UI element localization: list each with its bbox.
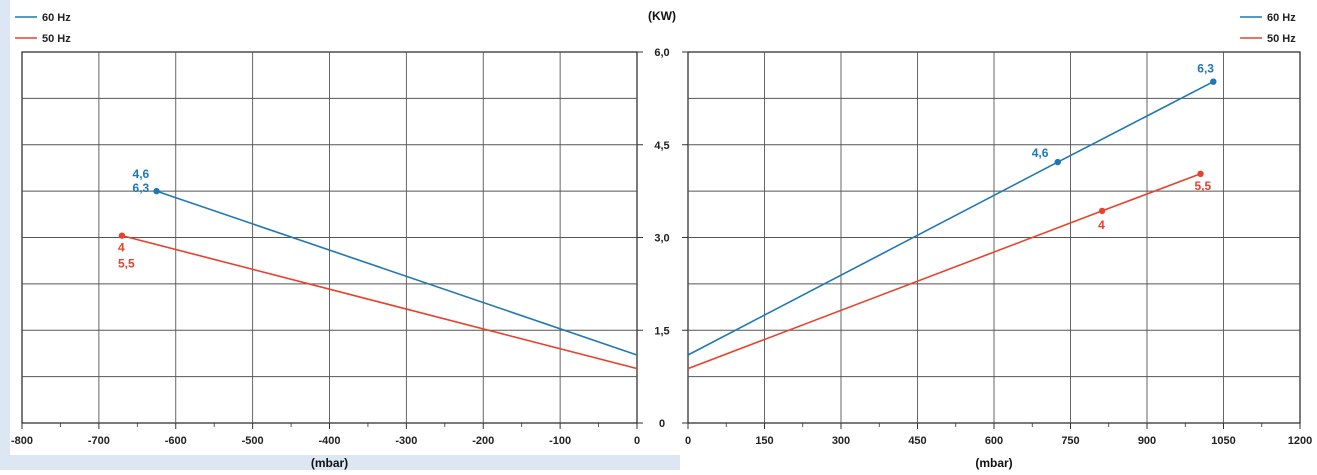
legend-label: 60 Hz xyxy=(1267,12,1296,24)
series-line-50hz-left xyxy=(121,234,638,370)
data-label: 6,3 xyxy=(1197,62,1214,76)
x-tick-label: -300 xyxy=(395,435,417,447)
x-tick-label: 450 xyxy=(908,435,926,447)
plot-background-right xyxy=(681,0,1317,455)
data-point xyxy=(1098,207,1106,215)
y-tick-label: 3,0 xyxy=(654,233,669,245)
legend-label: 60 Hz xyxy=(42,12,71,24)
data-label: 4,6 xyxy=(1032,146,1049,160)
x-tick-label: -100 xyxy=(549,435,571,447)
data-point xyxy=(1054,158,1061,166)
x-tick-label: 750 xyxy=(1061,435,1079,447)
x-tick-label: -400 xyxy=(318,435,340,447)
data-label: 4,6 xyxy=(133,167,150,181)
data-label: 4 xyxy=(1098,218,1105,232)
data-label: 6,3 xyxy=(133,181,150,195)
x-tick-label: 0 xyxy=(685,435,691,447)
x-tick-label: 1050 xyxy=(1211,435,1235,447)
legend-label: 50 Hz xyxy=(1267,33,1296,45)
x-tick-label: 150 xyxy=(755,435,773,447)
y-tick-label: 4,5 xyxy=(654,140,669,152)
data-label: 4 xyxy=(118,241,125,255)
x-tick-label: -200 xyxy=(472,435,494,447)
x-tick-label: -600 xyxy=(165,435,187,447)
data-point xyxy=(153,187,160,195)
plot-background-left xyxy=(10,0,680,455)
data-point xyxy=(1210,78,1217,85)
x-tick-label: 900 xyxy=(1138,435,1156,447)
x-tick-label: -500 xyxy=(242,435,264,447)
frame-band-edge xyxy=(0,0,10,470)
x-tick-label: -700 xyxy=(88,435,110,447)
x-tick-label: 600 xyxy=(985,435,1003,447)
y-tick-label: 0 xyxy=(659,418,665,430)
legend-label: 50 Hz xyxy=(42,33,71,45)
data-label: 5,5 xyxy=(118,257,135,271)
x-tick-label: -800 xyxy=(11,435,33,447)
x-tick-label: 1200 xyxy=(1288,435,1312,447)
data-point xyxy=(1197,170,1204,178)
x-tick-label: 300 xyxy=(832,435,850,447)
x-axis-label: (mbar) xyxy=(311,456,348,470)
y-tick-label: 6,0 xyxy=(654,47,669,59)
x-tick-label: 0 xyxy=(634,435,640,447)
data-point xyxy=(118,232,126,239)
y-tick-label: 1,5 xyxy=(654,325,669,337)
series-line-60hz-left xyxy=(156,190,638,356)
y-axis-label: (KW) xyxy=(648,9,676,23)
data-label: 5,5 xyxy=(1195,179,1212,193)
x-axis-label: (mbar) xyxy=(975,456,1012,470)
